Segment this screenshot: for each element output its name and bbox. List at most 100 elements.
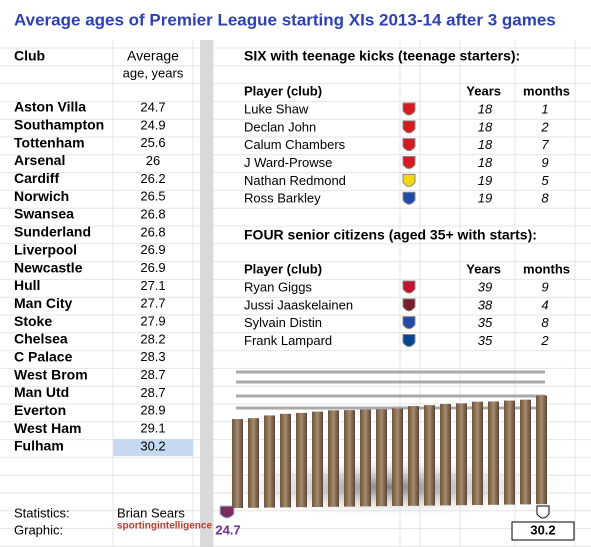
bar: [408, 406, 419, 506]
column-header: Player (club): [244, 83, 322, 98]
months: 1: [541, 101, 548, 116]
club-name: Arsenal: [14, 152, 65, 168]
club-name: Aston Villa: [14, 99, 86, 115]
club-name: Southampton: [14, 117, 104, 133]
bar: [280, 413, 291, 508]
crest: [402, 138, 416, 152]
bar: [312, 411, 323, 507]
club-name: Norwich: [14, 188, 69, 204]
club-name: Hull: [14, 277, 40, 293]
bar: [360, 409, 371, 507]
years: 35: [478, 333, 493, 348]
club-age: 24.9: [140, 117, 165, 132]
club-name: Man Utd: [14, 384, 69, 400]
months: 7: [541, 137, 549, 152]
max-age: 30.2: [530, 522, 555, 537]
years: 18: [478, 155, 493, 170]
club-age: 26: [146, 153, 160, 168]
club-name: Fulham: [14, 438, 64, 454]
club-age: 24.7: [140, 99, 165, 114]
bar: [424, 405, 435, 506]
club-name: Liverpool: [14, 241, 77, 257]
header: Average: [127, 48, 179, 64]
club-name: Everton: [14, 402, 66, 418]
months: 8: [541, 315, 549, 330]
club-age: 26.2: [140, 171, 165, 186]
column-header: months: [523, 83, 570, 98]
player-name: Luke Shaw: [244, 101, 309, 116]
crest: [402, 173, 416, 187]
years: 18: [478, 101, 493, 116]
club-age: 26.8: [140, 224, 165, 239]
club-name: West Ham: [14, 420, 81, 436]
column-header: months: [523, 261, 570, 276]
crest: [219, 505, 235, 519]
club-name: Tottenham: [14, 134, 85, 150]
bar: [264, 415, 275, 508]
club-age: 28.7: [140, 367, 165, 382]
bar: [232, 419, 243, 508]
label: Statistics:: [14, 505, 70, 520]
club-age: 26.5: [140, 189, 165, 204]
months: 5: [541, 173, 549, 188]
club-name: Stoke: [14, 313, 52, 329]
club-name: Cardiff: [14, 170, 59, 186]
column-header: Years: [466, 261, 501, 276]
crest: [402, 298, 416, 312]
player-name: Frank Lampard: [244, 333, 332, 348]
years: 19: [478, 191, 492, 206]
crest: [402, 316, 416, 330]
header: Club: [14, 48, 45, 64]
bar: [520, 399, 531, 505]
section-title: SIX with teenage kicks (teenage starters…: [244, 48, 520, 64]
club-age: 26.9: [140, 242, 165, 257]
crest: [402, 120, 416, 134]
bar: [440, 403, 451, 506]
crest: [402, 191, 416, 205]
club-age: 26.9: [140, 260, 165, 275]
club-name: Newcastle: [14, 259, 83, 275]
bar: [296, 412, 307, 508]
title: Average ages of Premier League starting …: [14, 10, 556, 29]
crest: [402, 156, 416, 170]
months: 2: [540, 333, 549, 348]
club-name: Swansea: [14, 206, 74, 222]
club-age: 28.3: [140, 349, 165, 364]
bar: [248, 418, 259, 508]
bar: [328, 410, 339, 507]
bar: [456, 403, 467, 506]
club-name: Man City: [14, 295, 73, 311]
selected-cell: [113, 439, 193, 456]
years: 18: [478, 119, 493, 134]
months: 9: [541, 155, 548, 170]
header: age, years: [123, 65, 184, 80]
months: 2: [540, 119, 549, 134]
bar: [488, 401, 499, 505]
club-name: Chelsea: [14, 331, 68, 347]
cell-box: [511, 521, 575, 541]
section-title: FOUR senior citizens (aged 35+ with star…: [244, 227, 537, 243]
bar: [344, 410, 355, 507]
club-age: 27.9: [140, 314, 165, 329]
years: 38: [478, 297, 493, 312]
player-name: Nathan Redmond: [244, 173, 346, 188]
club-age: 28.9: [140, 403, 165, 418]
years: 18: [478, 137, 493, 152]
min-age: 24.7: [215, 522, 240, 537]
crest: [402, 334, 416, 348]
author: Brian Sears: [117, 505, 185, 520]
player-name: Ross Barkley: [244, 191, 321, 206]
floor-shadow: [195, 455, 585, 519]
column-header: Player (club): [244, 261, 322, 276]
years: 19: [478, 173, 492, 188]
logo: sportingintelligence: [117, 521, 212, 532]
bar: [376, 409, 387, 507]
months: 4: [541, 297, 548, 312]
player-name: Declan John: [244, 119, 316, 134]
years: 39: [478, 279, 492, 294]
club-name: Sunderland: [14, 224, 91, 240]
club-age: 26.8: [140, 206, 165, 221]
column-header: Years: [466, 83, 501, 98]
years: 35: [478, 315, 493, 330]
spacer-column: [200, 40, 213, 547]
